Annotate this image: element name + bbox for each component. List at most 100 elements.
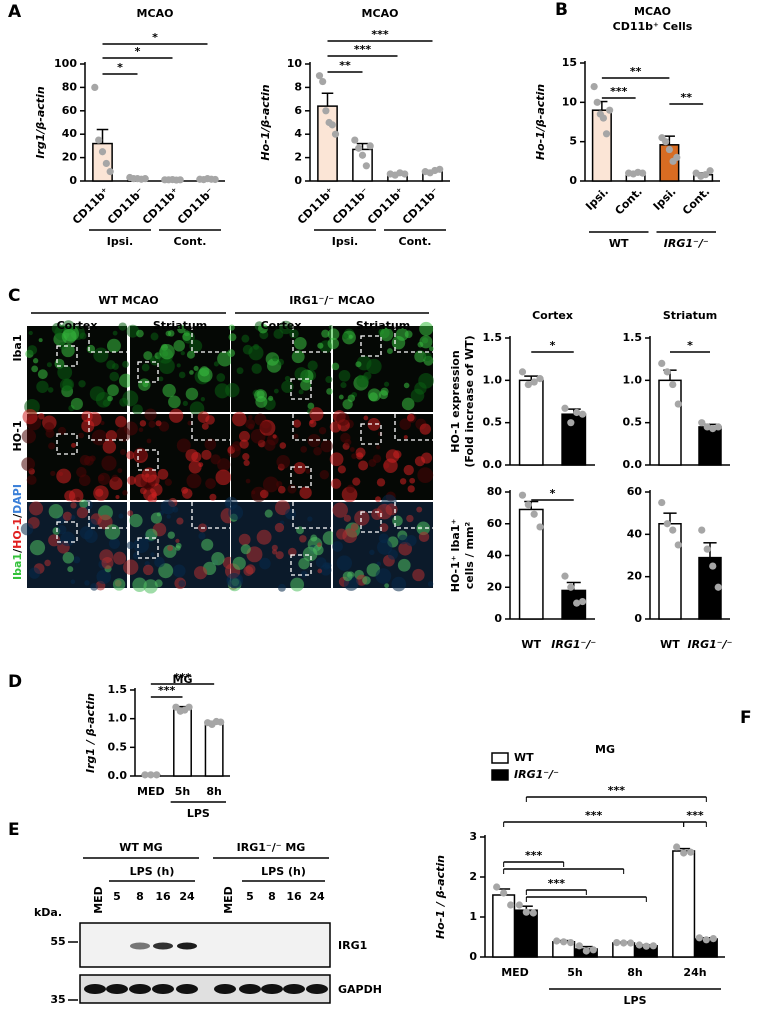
cell-signal <box>201 538 214 551</box>
data-point <box>635 941 643 949</box>
significance-label: * <box>117 61 123 74</box>
data-point <box>658 498 666 507</box>
significance-label: *** <box>371 28 389 41</box>
y-tick-label: 40 <box>62 127 78 140</box>
cell-signal <box>240 544 251 555</box>
inset-box <box>88 502 127 529</box>
blot-group-label: IRG1⁻/⁻ MG <box>237 841 306 854</box>
data-point <box>102 159 110 168</box>
y-tick-label: 10 <box>287 57 303 70</box>
x-tick-label: CD11b⁻ <box>175 185 217 227</box>
x-tick-label: IRG1⁻/⁻ <box>688 638 733 651</box>
bar <box>698 426 722 466</box>
cell-signal <box>79 454 91 466</box>
data-point <box>680 849 688 857</box>
y-tick-label: 0.5 <box>483 416 503 429</box>
cell-signal <box>277 485 286 494</box>
cell-signal <box>115 495 120 500</box>
cell-signal <box>129 513 143 528</box>
group-label: Ipsi. <box>107 235 133 248</box>
y-tick-label: 60 <box>62 104 78 117</box>
data-point <box>582 947 590 955</box>
cell-signal <box>138 427 144 433</box>
inset-box <box>292 502 331 529</box>
cell-signal <box>387 348 393 355</box>
cell-signal <box>27 345 38 355</box>
y-tick-label: 60 <box>487 517 503 530</box>
data-point <box>141 771 149 779</box>
cell-signal <box>26 474 37 485</box>
cell-signal <box>406 413 415 422</box>
channel-label: HO-1 <box>11 421 24 452</box>
bar <box>658 379 682 466</box>
cell-signal <box>144 408 157 421</box>
cell-signal <box>338 369 351 382</box>
cell-signal <box>150 512 163 524</box>
cell-signal <box>264 439 276 451</box>
data-point <box>500 889 508 897</box>
cell-signal <box>320 439 333 453</box>
cell-signal <box>47 387 54 393</box>
cell-signal <box>368 392 378 402</box>
cell-signal <box>414 456 426 467</box>
cell-signal <box>330 478 342 489</box>
data-point <box>620 939 628 947</box>
data-point <box>518 368 527 376</box>
cell-signal <box>197 411 210 423</box>
cell-signal <box>198 532 206 540</box>
cell-signal <box>96 569 112 585</box>
cell-signal <box>418 372 434 389</box>
region-label: Striatum <box>153 319 207 332</box>
protein-band <box>84 984 106 994</box>
cell-signal <box>362 576 371 585</box>
data-point <box>695 934 703 942</box>
y-tick-label: 100 <box>54 57 77 70</box>
cell-signal <box>256 529 272 545</box>
cell-signal <box>264 509 273 518</box>
cell-signal <box>342 571 353 582</box>
chart-title: Striatum <box>663 309 717 322</box>
data-point <box>575 942 583 950</box>
data-point <box>642 942 650 950</box>
cell-signal <box>118 513 124 519</box>
cell-signal <box>112 330 118 336</box>
y-axis-label: Ho-1 / β-actin <box>434 855 447 939</box>
channel-label: Iba1 <box>11 334 24 361</box>
legend-swatch <box>491 769 509 781</box>
bar <box>173 708 192 777</box>
y-tick-label: 40 <box>627 527 643 540</box>
cell-signal <box>287 484 297 494</box>
data-point <box>674 541 682 549</box>
data-point <box>599 114 608 122</box>
cell-signal <box>141 363 150 372</box>
cell-signal <box>113 551 127 565</box>
panel-letter: F <box>740 708 752 728</box>
cell-signal <box>259 557 271 570</box>
roi-box <box>360 511 382 533</box>
cell-signal <box>165 330 172 337</box>
x-tick-label: CD11b⁺ <box>295 185 337 227</box>
cell-signal <box>197 367 213 383</box>
significance-label: *** <box>608 784 626 797</box>
cell-signal <box>111 474 119 482</box>
cell-signal <box>384 583 390 589</box>
cell-signal <box>61 328 77 344</box>
cell-signal <box>379 523 389 532</box>
y-tick-label: 1 <box>469 910 477 923</box>
cell-signal <box>51 322 64 335</box>
cell-signal <box>166 514 171 519</box>
y-tick-label: 1.5 <box>483 331 503 344</box>
cell-signal <box>115 415 127 428</box>
cell-signal <box>155 420 162 427</box>
data-point <box>669 380 677 389</box>
data-point <box>322 107 330 115</box>
cell-signal <box>336 412 350 426</box>
cell-signal <box>418 531 430 543</box>
cell-signal <box>79 526 93 540</box>
significance-label: * <box>687 339 693 352</box>
data-point <box>663 368 671 376</box>
data-point <box>436 165 444 173</box>
cell-signal <box>228 333 237 342</box>
x-tick-label: WT <box>660 638 680 651</box>
